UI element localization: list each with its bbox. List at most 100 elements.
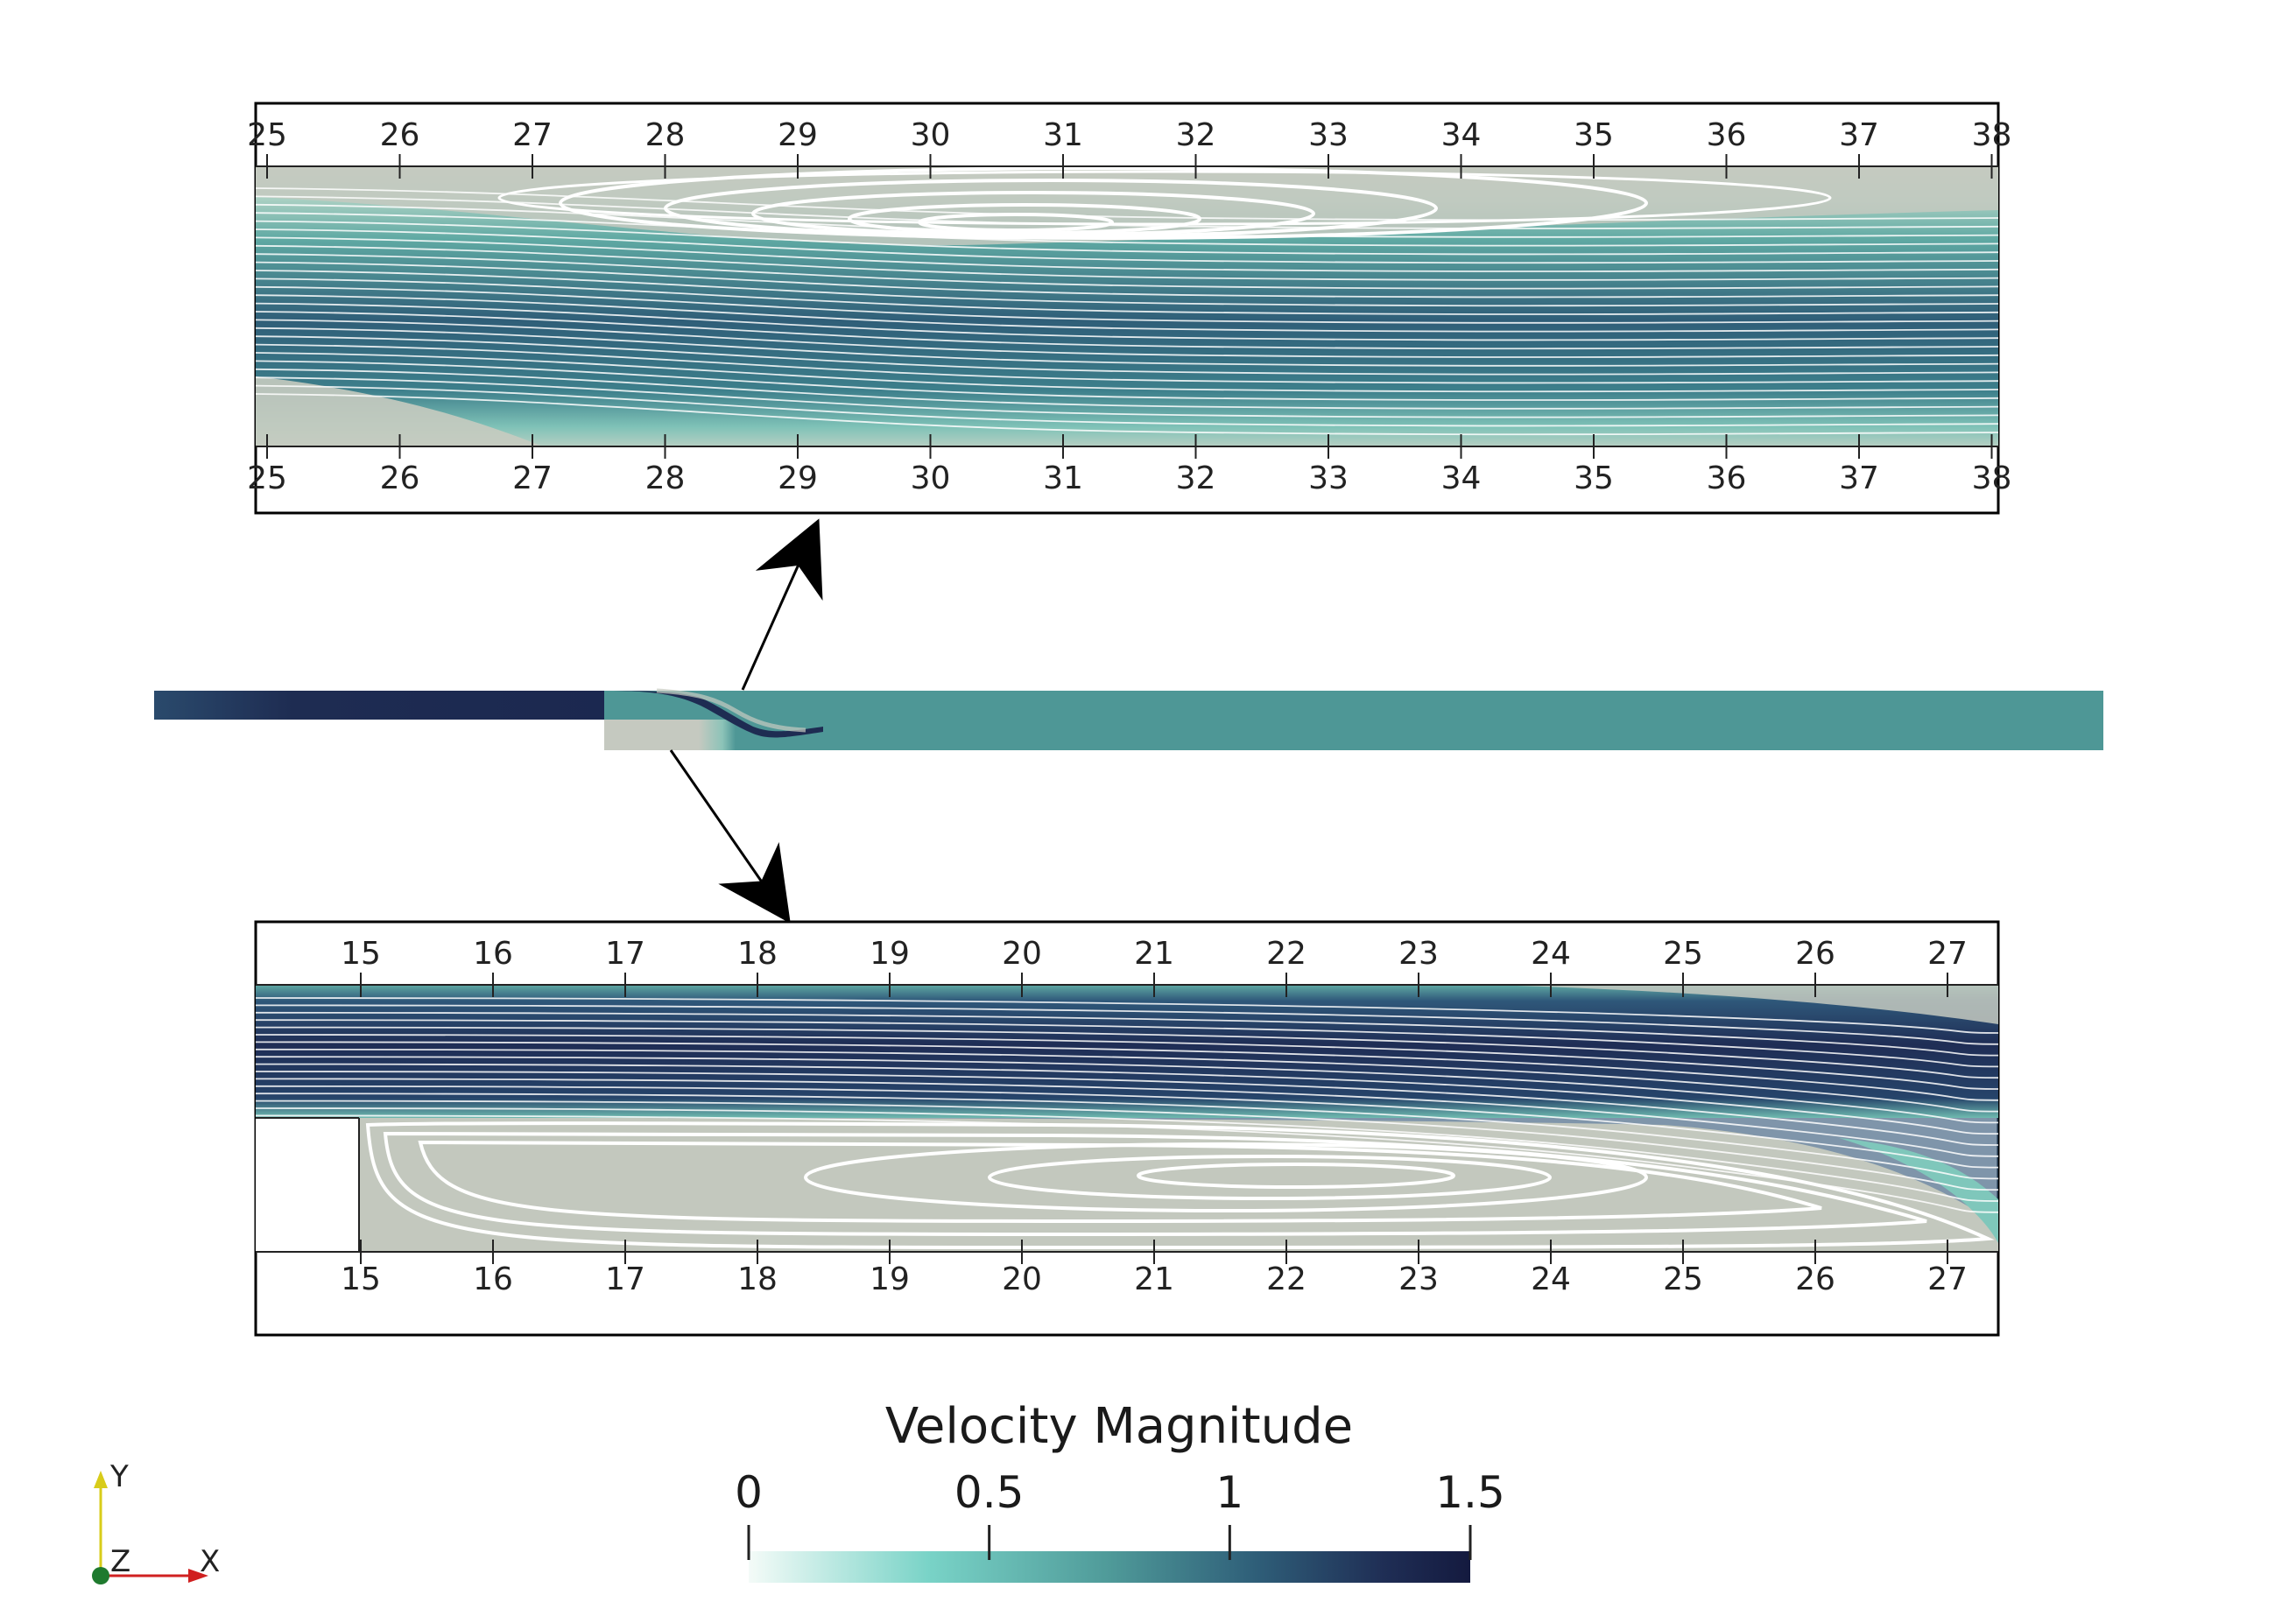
streamline <box>256 327 1998 367</box>
bottom-zoom-panel: 15 16 17 18 19 20 21 22 23 24 25 26 27 15 16 17 18 19 20 2… <box>254 920 2000 1337</box>
top-upper-tick-label: 31 <box>1043 117 1083 153</box>
streamline <box>256 285 1998 324</box>
bottom-lower-tick-label: 21 <box>1134 1261 1174 1297</box>
top-upper-tick-label: 26 <box>380 117 420 153</box>
streamline <box>256 270 1998 307</box>
top-lower-tick-label: 33 <box>1308 460 1349 496</box>
expansion-channel <box>604 691 2103 750</box>
step-block <box>256 1118 359 1252</box>
colorbar-ticks: 0 0.5 1 1.5 <box>735 1467 1505 1560</box>
bottom-lower-tick-label: 25 <box>1663 1261 1703 1297</box>
streamline <box>256 997 1998 1034</box>
streamline <box>256 1085 1998 1169</box>
bottom-jet-field <box>256 985 1998 1118</box>
streamline <box>256 244 1998 281</box>
streamline <box>256 1114 1998 1213</box>
streamline <box>256 1026 1998 1079</box>
top-upper-tick-label: 27 <box>512 117 553 153</box>
bottom-upper-tick-label: 24 <box>1531 936 1571 972</box>
streamline <box>256 187 1998 221</box>
bottom-lower-tick-label: 17 <box>605 1261 645 1297</box>
streamline <box>256 1063 1998 1135</box>
streamline <box>256 343 1998 384</box>
jet-deflection <box>604 691 823 738</box>
bottom-lower-tick-label: 23 <box>1398 1261 1439 1297</box>
top-lower-axis: 25 26 27 28 29 30 31 32 33 34 35 36 37 38 <box>247 434 2011 496</box>
streamline <box>256 1034 1998 1090</box>
colorbar-tick-label: 0 <box>735 1467 763 1518</box>
top-upper-tick-label: 32 <box>1176 117 1216 153</box>
streamline <box>256 294 1998 333</box>
axes-triad: Y Z X <box>92 1459 220 1584</box>
streamline <box>256 212 1998 247</box>
bottom-lower-tick-label: 19 <box>870 1261 910 1297</box>
top-lower-tick-label: 28 <box>645 460 686 496</box>
bottom-lower-tick-label: 16 <box>473 1261 513 1297</box>
streamline <box>256 278 1998 315</box>
top-lower-tick-label: 37 <box>1839 460 1879 496</box>
colorbar-tick-label: 1.5 <box>1435 1467 1505 1518</box>
streamline <box>256 360 1998 401</box>
bottom-lower-tick-label: 22 <box>1266 1261 1306 1297</box>
streamline <box>256 1004 1998 1045</box>
streamline <box>256 1093 1998 1180</box>
streamline <box>256 311 1998 350</box>
arrow-to-bottom-panel <box>669 749 791 924</box>
streamline <box>256 1100 1998 1191</box>
streamline <box>256 1041 1998 1101</box>
top-lower-tick-label: 26 <box>380 460 420 496</box>
top-lower-tick-label: 27 <box>512 460 553 496</box>
streamline <box>256 261 1998 299</box>
bottom-upper-axis: 15 16 17 18 19 20 21 22 23 24 25 26 27 <box>341 936 1968 997</box>
streamline <box>256 1011 1998 1057</box>
streamline <box>256 220 1998 256</box>
bottom-streamlines <box>256 997 1998 1213</box>
top-upper-tick-label: 35 <box>1574 117 1614 153</box>
top-lower-tick-label: 31 <box>1043 460 1083 496</box>
top-lower-tick-label: 38 <box>1972 460 2012 496</box>
top-upper-tick-label: 28 <box>645 117 686 153</box>
streamline <box>256 1071 1998 1146</box>
bottom-upper-tick-label: 16 <box>473 936 513 972</box>
streamline <box>256 253 1998 290</box>
top-lower-tick-label: 30 <box>911 460 951 496</box>
streamline <box>256 393 1998 436</box>
streamline <box>256 376 1998 418</box>
top-upper-tick-label: 38 <box>1972 117 2012 153</box>
y-axis-arrow-icon <box>94 1471 108 1488</box>
colorbar-gradient <box>749 1551 1470 1583</box>
bottom-upper-tick-label: 22 <box>1266 936 1306 972</box>
top-upper-tick-label: 37 <box>1839 117 1879 153</box>
top-vortex-loops <box>497 166 1832 240</box>
x-axis-label: X <box>200 1544 220 1579</box>
top-lower-tick-label: 29 <box>778 460 818 496</box>
z-axis-label: Z <box>110 1544 130 1579</box>
streamline <box>256 1078 1998 1157</box>
step-recirculation <box>604 720 736 750</box>
streamline <box>256 236 1998 272</box>
top-upper-tick-label: 30 <box>911 117 951 153</box>
streamline <box>256 1107 1998 1202</box>
top-lower-tick-label: 36 <box>1707 460 1747 496</box>
bottom-upper-tick-label: 21 <box>1134 936 1174 972</box>
bottom-lower-tick-label: 26 <box>1795 1261 1835 1297</box>
streamline <box>256 319 1998 358</box>
bottom-upper-tick-label: 18 <box>737 936 778 972</box>
top-lower-tick-label: 25 <box>247 460 287 496</box>
z-axis-dot-icon <box>92 1567 109 1584</box>
streamline <box>256 352 1998 393</box>
top-upper-tick-label: 34 <box>1441 117 1482 153</box>
top-upper-axis: 25 26 27 28 29 30 31 32 33 34 35 36 37 38 <box>247 117 2011 179</box>
streamline <box>256 195 1998 229</box>
bottom-lower-tick-label: 20 <box>1002 1261 1042 1297</box>
overview-channel <box>154 688 2103 750</box>
colorbar-tick-label: 0.5 <box>954 1467 1025 1518</box>
bottom-upper-tick-label: 20 <box>1002 936 1042 972</box>
arrow-to-top-panel <box>741 518 823 691</box>
streamline <box>256 1019 1998 1068</box>
bottom-upper-tick-label: 17 <box>605 936 645 972</box>
zoom-arrows <box>669 518 823 924</box>
streamline <box>256 1048 1998 1113</box>
colorbar-title: Velocity Magnitude <box>885 1398 1353 1455</box>
